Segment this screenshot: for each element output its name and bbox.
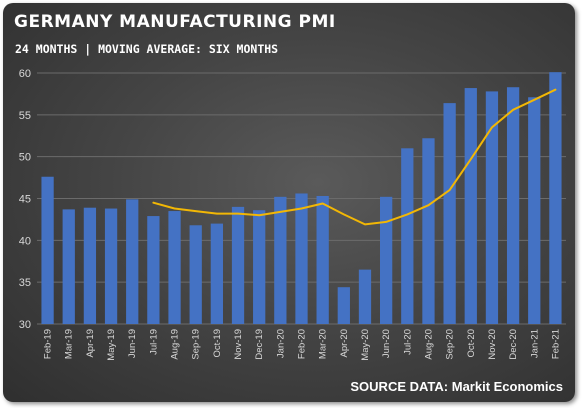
x-tick-label: Jan-21	[529, 329, 540, 358]
y-axis: 30 35 40 45 50 55 60	[19, 68, 31, 331]
y-tick-label: 55	[19, 110, 31, 122]
bar-jun-19	[126, 199, 139, 324]
x-tick-label: Mar-20	[318, 329, 329, 359]
x-tick-label: Aug-19	[170, 329, 181, 360]
source-note: SOURCE DATA: Markit Economics	[350, 379, 563, 394]
x-tick-label: Jul-20	[402, 329, 413, 355]
x-tick-label: Apr-20	[339, 329, 350, 358]
y-tick-label: 50	[19, 152, 31, 164]
bar-mar-19	[62, 209, 75, 324]
pmi-bars	[41, 72, 562, 325]
bar-feb-20	[295, 193, 308, 324]
bar-apr-19	[83, 207, 97, 324]
x-tick-label: Feb-19	[43, 329, 54, 359]
x-tick-label: Nov-19	[233, 329, 244, 360]
bar-dec-19	[253, 210, 266, 324]
bar-sep-20	[443, 103, 456, 325]
bar-dec-20	[506, 87, 520, 325]
y-tick-label: 40	[19, 235, 31, 247]
bar-jan-21	[528, 97, 541, 324]
bar-mar-20	[316, 195, 329, 324]
y-tick-label: 30	[19, 319, 31, 331]
gridlines	[37, 72, 566, 325]
x-tick-label: Nov-20	[487, 329, 498, 360]
bar-oct-19	[210, 223, 223, 324]
moving-average-series	[152, 88, 557, 226]
bar-aug-20	[422, 138, 435, 324]
chart-subtitle: 24 MONTHS | MOVING AVERAGE: SIX MONTHS	[15, 42, 279, 56]
x-tick-label: Sep-20	[445, 329, 456, 360]
bar-sep-19	[189, 225, 202, 324]
y-tick-label: 45	[19, 194, 31, 206]
x-tick-label: Jan-20	[275, 329, 286, 358]
bar-feb-19	[41, 176, 54, 324]
bar-may-19	[104, 208, 118, 324]
bar-nov-20	[485, 91, 499, 324]
chart-title: GERMANY MANUFACTURING PMI	[14, 12, 336, 32]
bar-jun-20	[380, 196, 393, 324]
x-tick-label: Jun-20	[381, 329, 392, 358]
bar-oct-20	[464, 88, 477, 324]
bar-aug-19	[168, 211, 181, 324]
x-tick-label: Mar-19	[64, 329, 75, 359]
x-tick-label: Oct-19	[212, 329, 223, 358]
bar-nov-19	[231, 206, 245, 324]
bar-jul-20	[401, 148, 414, 324]
x-tick-label: Dec-19	[254, 329, 265, 360]
pmi-chart: 30 35 40 45 50 55 60 Feb-19 Mar-19 Apr-19 May-19 J…	[19, 68, 566, 361]
x-tick-label: May-20	[360, 329, 371, 361]
moving-average-line	[152, 88, 557, 226]
x-tick-label: Dec-20	[508, 329, 519, 360]
bar-feb-21	[549, 72, 562, 324]
bar-apr-20	[337, 287, 350, 324]
x-tick-label: Jun-19	[127, 329, 138, 358]
bar-jan-20	[274, 196, 287, 324]
x-tick-label: May-19	[106, 329, 117, 361]
x-tick-label: Jul-19	[148, 329, 159, 355]
x-tick-label: Aug-20	[423, 329, 434, 360]
bar-may-20	[358, 269, 372, 324]
x-tick-label: Sep-19	[191, 329, 202, 360]
y-tick-label: 60	[19, 68, 31, 80]
x-tick-label: Feb-20	[297, 329, 308, 359]
bar-jul-19	[147, 216, 160, 324]
chart-panel: GERMANY MANUFACTURING PMI 24 MONTHS | MO…	[3, 3, 575, 402]
x-tick-label: Feb-21	[550, 329, 561, 359]
y-tick-label: 35	[19, 277, 31, 289]
x-tick-label: Apr-19	[85, 329, 96, 358]
x-tick-label: Oct-20	[466, 329, 477, 358]
x-axis: Feb-19 Mar-19 Apr-19 May-19 Jun-19 Jul-19 Aug-…	[43, 329, 562, 361]
